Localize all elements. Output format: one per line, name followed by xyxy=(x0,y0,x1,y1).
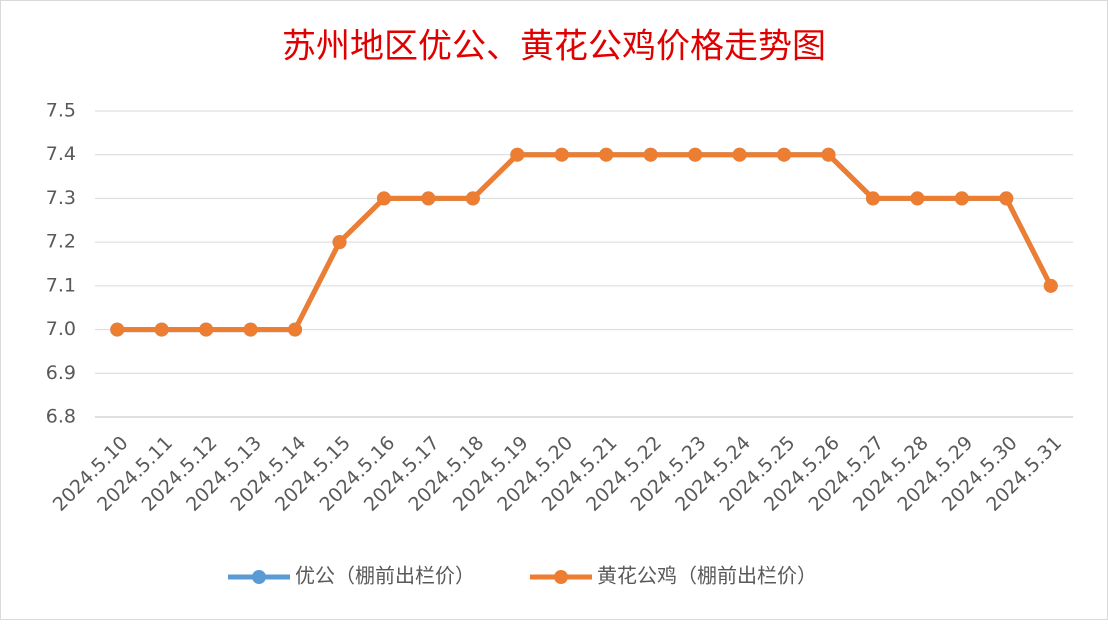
legend-label: 优公（棚前出栏价） xyxy=(295,564,475,588)
data-point xyxy=(376,191,391,206)
data-point xyxy=(154,322,169,337)
data-point xyxy=(910,191,925,206)
legend-label: 黄花公鸡（棚前出栏价） xyxy=(597,564,817,588)
data-point xyxy=(243,322,258,337)
data-point xyxy=(954,191,969,206)
data-point xyxy=(332,235,347,250)
data-point xyxy=(510,147,525,162)
data-point xyxy=(554,147,569,162)
y-tick-label: 7.0 xyxy=(46,318,76,340)
data-point xyxy=(643,147,658,162)
data-point xyxy=(199,322,214,337)
data-point xyxy=(599,147,614,162)
data-point xyxy=(421,191,436,206)
y-tick-label: 6.8 xyxy=(46,406,76,428)
legend-marker xyxy=(554,570,568,584)
y-tick-label: 7.3 xyxy=(46,187,76,209)
legend-marker xyxy=(252,570,266,584)
data-point xyxy=(732,147,747,162)
series-line xyxy=(117,152,1054,333)
y-tick-label: 7.2 xyxy=(46,231,76,253)
data-point xyxy=(865,191,880,206)
data-point xyxy=(465,191,480,206)
data-point xyxy=(777,147,792,162)
data-point xyxy=(999,191,1014,206)
y-tick-label: 6.9 xyxy=(46,362,76,384)
chart-title: 苏州地区优公、黄花公鸡价格走势图 xyxy=(282,27,826,67)
y-tick-label: 7.4 xyxy=(46,143,76,165)
data-point xyxy=(110,322,125,337)
data-point xyxy=(821,147,836,162)
y-tick-label: 7.5 xyxy=(46,100,76,122)
y-tick-label: 7.1 xyxy=(46,274,76,296)
data-point xyxy=(288,322,303,337)
data-point xyxy=(688,147,703,162)
data-point xyxy=(1043,278,1058,293)
